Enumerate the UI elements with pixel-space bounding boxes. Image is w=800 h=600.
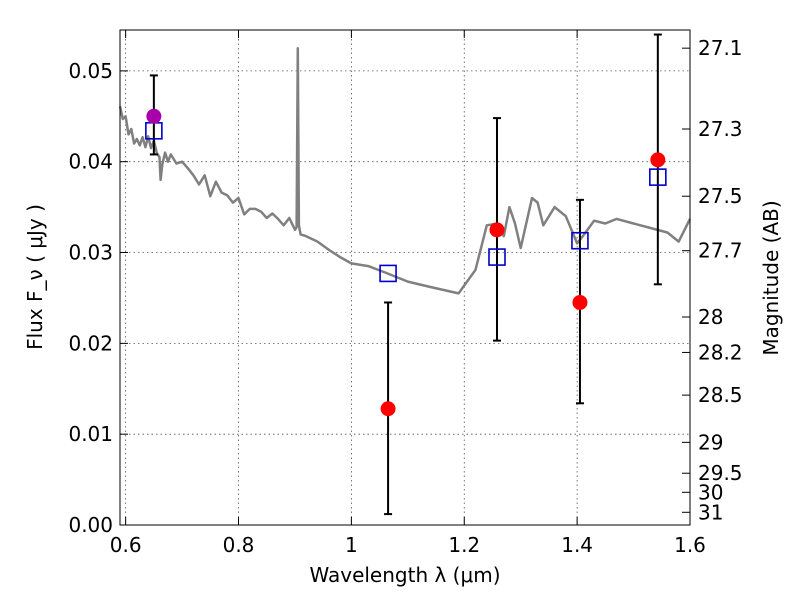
y-tick-label: 0.01 [68, 422, 113, 446]
right-tick-label: 27.1 [698, 36, 743, 60]
model-photometry-square [488, 248, 506, 266]
right-tick-label: 28.5 [698, 383, 743, 407]
right-tick-label: 27.5 [698, 184, 743, 208]
model-spectrum-line [118, 46, 692, 295]
observed-point [489, 222, 505, 238]
right-tick-label: 29.5 [698, 461, 743, 485]
right-tick-label: 27.7 [698, 239, 743, 263]
y-tick-label: 0.05 [68, 59, 113, 83]
x-tick-label: 1.2 [448, 533, 480, 557]
y-axis-label: Flux F_ν ( μJy ) [23, 204, 47, 350]
plot-frame [119, 29, 691, 526]
right-tick-label: 31 [698, 500, 723, 524]
right-tick-label: 27.3 [698, 117, 743, 141]
x-tick-label: 0.6 [110, 533, 142, 557]
y-tick-label: 0.03 [68, 241, 113, 265]
right-tick-label: 28 [698, 305, 723, 329]
x-tick-labels: 0.6 0.8 1 1.2 1.4 1.6 [110, 533, 706, 557]
right-tick-label: 28.2 [698, 340, 743, 364]
observed-point [650, 152, 666, 168]
right-tick-label: 30 [698, 480, 723, 504]
tick-marks [120, 30, 691, 526]
error-bars-layer [149, 33, 662, 516]
y-tick-label: 0.00 [68, 513, 113, 537]
observed-point [572, 294, 588, 310]
model-photometry-square [571, 231, 589, 250]
y-tick-labels: 0.00 0.01 0.02 0.03 0.04 0.05 [68, 59, 113, 537]
y-tick-label: 0.02 [68, 331, 113, 355]
right-axis-label: Magnitude (AB) [759, 200, 783, 355]
x-tick-label: 0.8 [223, 533, 255, 557]
observed-point [146, 108, 162, 124]
y-tick-label: 0.04 [68, 150, 113, 174]
x-tick-label: 1.4 [561, 533, 593, 557]
model-photometry-square [379, 264, 397, 283]
right-tick-label: 29 [698, 430, 723, 454]
model-photometry-layer [145, 122, 667, 283]
observed-points-layer [146, 108, 666, 417]
grid-lines [120, 30, 691, 526]
observed-point [380, 401, 396, 417]
model-spectrum-layer [118, 46, 692, 295]
x-tick-label: 1.6 [674, 533, 706, 557]
model-photometry-square [649, 168, 667, 186]
x-axis-label: Wavelength λ (μm) [309, 563, 500, 587]
x-tick-label: 1 [345, 533, 358, 557]
